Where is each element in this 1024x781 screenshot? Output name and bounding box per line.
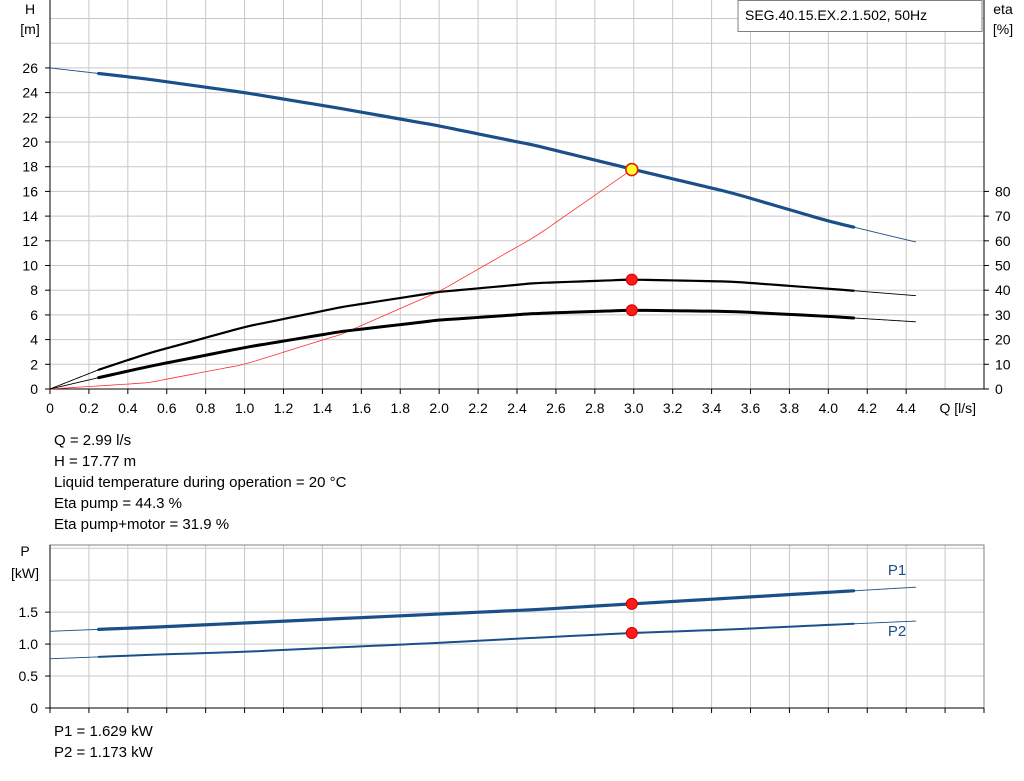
x-tick-label: 2.0 [429,400,449,416]
p2-extension-high [853,620,916,625]
x-tick-label: 1.6 [352,400,372,416]
eta-pump-motor-extension-low [49,377,99,390]
x-tick-label: 4.0 [819,400,839,416]
x-tick-label: 0 [46,400,54,416]
y-tick-label-left: 6 [30,307,38,323]
x-tick-label: 2.2 [468,400,488,416]
p1-legend-label: P1 [888,562,906,579]
p1-duty-point [625,597,638,610]
y-tick-label: 1.0 [19,636,39,652]
pump-curve-extension-high [853,226,917,243]
power-curve-chart: 0 0.5 1.0 1.5 P [kW] P1 P2 [11,543,985,716]
y-tick-label-left: 22 [22,109,38,125]
duty-flow: Q = 2.99 l/s [54,432,132,449]
eta-pump-value: Eta pump = 44.3 % [54,495,182,512]
y-axis-label: P [20,543,29,559]
x-tick-label: 4.2 [858,400,878,416]
y-tick-label: 1.5 [19,604,39,620]
y-axis-left-unit: [m] [20,21,39,37]
p1-extension-low [49,628,99,632]
eta-pump-motor-line [97,308,856,380]
y-tick-label-right: 30 [995,307,1011,323]
y-axis-right-label: eta [993,1,1013,17]
p1-line [97,589,856,631]
p2-value: P2 = 1.173 kW [54,744,153,761]
x-tick-label: 1.0 [235,400,255,416]
y-tick-label-left: 16 [22,183,38,199]
x-tick-label: 2.8 [585,400,605,416]
x-tick-label: 2.4 [507,400,527,416]
y-tick-label-left: 14 [22,208,38,224]
y-tick-label-left: 20 [22,134,38,150]
y-axis-left-label: H [25,1,35,17]
y-tick-label-left: 12 [22,233,38,249]
eta-pump-duty-point [625,273,638,286]
duty-info: Q = 2.99 l/s H = 17.77 m Liquid temperat… [54,430,346,535]
power-info: P1 = 1.629 kW P2 = 1.173 kW [54,721,153,763]
x-tick-label: 3.0 [624,400,644,416]
liquid-temperature: Liquid temperature during operation = 20… [54,474,347,491]
y-tick-label: 0.5 [19,668,39,684]
p1-value: P1 = 1.629 kW [54,723,153,740]
x-tick-label: 1.8 [391,400,411,416]
y-tick-label-left: 10 [22,258,38,274]
eta-pump-motor-extension-high [853,317,916,323]
y-tick-label-left: 26 [22,60,38,76]
system-curve-line [49,169,633,390]
y-tick-label-right: 80 [995,183,1011,199]
x-tick-label: 4.4 [896,400,916,416]
x-tick-label: 3.6 [741,400,761,416]
y-tick-label-left: 8 [30,282,38,298]
y-tick-label-right: 20 [995,332,1011,348]
x-tick-label: 1.4 [313,400,333,416]
chart-title: SEG.40.15.EX.2.1.502, 50Hz [745,7,927,23]
y-tick-label-left: 18 [22,159,38,175]
head-duty-point [625,162,639,177]
pump-curve-chart: 0246810121416182022242601020304050607080… [20,0,1013,416]
p2-line [97,622,855,658]
x-tick-label: 0.2 [79,400,99,416]
y-axis-unit: [kW] [11,565,39,581]
x-tick-label: 1.2 [274,400,294,416]
eta-pump-motor-duty-point [625,304,638,317]
y-tick-label-left: 24 [22,85,38,101]
x-tick-label: 0.6 [157,400,177,416]
y-tick-label-right: 40 [995,282,1011,298]
y-tick-label-right: 0 [995,381,1003,397]
eta-pump-line [97,278,855,371]
title-box [737,0,983,32]
y-axis-right-unit: [%] [993,21,1013,37]
p2-duty-point [625,627,638,640]
pump-curve-extension-low [49,67,99,74]
y-tick-label: 0 [30,700,38,716]
x-tick-label: 3.4 [702,400,722,416]
duty-head: H = 17.77 m [54,453,137,470]
pump-curve-line [97,71,856,229]
x-tick-label: 0.4 [118,400,138,416]
p2-extension-low [49,656,99,660]
y-tick-label-right: 60 [995,233,1011,249]
y-tick-label-right: 70 [995,208,1011,224]
y-tick-label-left: 2 [30,356,38,372]
x-tick-label: 3.8 [780,400,800,416]
x-tick-label: 3.2 [663,400,683,416]
eta-pump-extension-low [49,369,99,390]
eta-pump-motor-value: Eta pump+motor = 31.9 % [54,516,230,533]
x-tick-label: 2.6 [546,400,566,416]
x-axis-label: Q [l/s] [939,400,976,416]
p1-extension-high [853,586,916,592]
eta-pump-extension-high [853,290,916,297]
p2-legend-label: P2 [888,623,906,640]
y-tick-label-left: 0 [30,381,38,397]
y-tick-label-right: 10 [995,356,1011,372]
x-tick-label: 0.8 [196,400,216,416]
y-tick-label-right: 50 [995,258,1011,274]
y-tick-label-left: 4 [30,332,38,348]
